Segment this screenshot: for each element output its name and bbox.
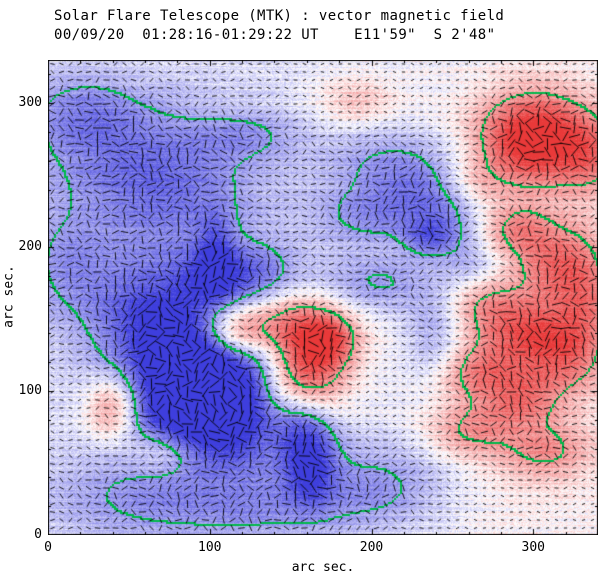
y-tick-label: 100 [18,383,42,399]
y-tick-label: 300 [18,95,42,111]
x-axis-label: arc sec. [291,560,355,575]
y-axis-label: arc sec. [1,265,17,328]
chart-title: Solar Flare Telescope (MTK) : vector mag… [54,8,505,24]
y-tick-label: 200 [18,239,42,255]
x-tick-label: 300 [521,540,546,555]
x-tick-label: 100 [198,540,222,555]
magnetogram-plot [48,60,598,535]
y-tick-label: 0 [34,527,42,542]
x-tick-label: 200 [359,540,384,555]
chart-subtitle: 00/09/20 01:28:16-01:29:22 UT E11'59" S … [54,27,496,43]
x-tick-label: 0 [44,540,52,555]
